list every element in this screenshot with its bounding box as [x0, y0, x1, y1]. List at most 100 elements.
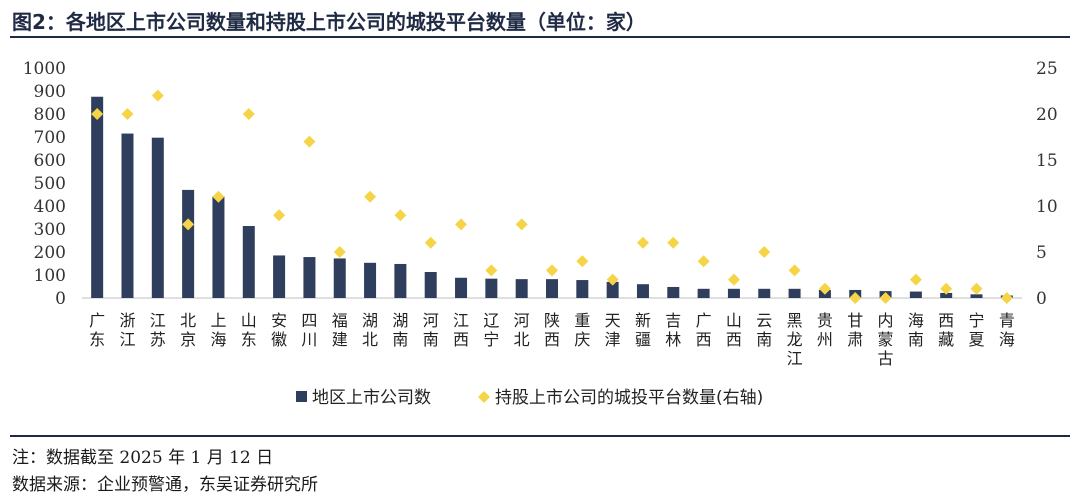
diamond-marker: [667, 236, 680, 249]
diamond-marker: [788, 264, 801, 277]
category-label: 广西: [696, 311, 712, 349]
right-tick-label: 10: [1036, 197, 1058, 217]
category-label: 西藏: [938, 311, 954, 349]
footnote: 注：数据截至 2025 年 1 月 12 日: [12, 448, 274, 468]
category-label: 天津: [605, 311, 621, 349]
left-tick-label: 500: [34, 174, 66, 194]
category-label: 贵州: [817, 311, 833, 349]
left-tick-label: 200: [34, 243, 66, 263]
category-label: 海南: [908, 311, 924, 349]
bar: [667, 286, 680, 298]
category-label: 上海: [210, 311, 226, 349]
diamond-marker: [273, 209, 286, 222]
diamond-marker: [333, 246, 346, 258]
legend: 地区上市公司数 持股上市公司的城投平台数量(右轴): [296, 388, 763, 408]
bar: [303, 257, 316, 298]
bar: [909, 291, 922, 298]
diamond-marker: [636, 236, 649, 249]
category-label: 宁夏: [969, 311, 985, 349]
diamond-marker: [849, 292, 862, 304]
category-label: 黑龙江: [787, 311, 803, 368]
bar: [333, 258, 346, 298]
left-tick-label: 800: [34, 105, 66, 125]
bar: [576, 280, 589, 298]
legend-marker-swatch: [478, 391, 490, 403]
bar: [364, 262, 377, 298]
diamond-marker: [576, 255, 589, 268]
category-label: 山东: [241, 311, 257, 349]
left-tick-label: 900: [34, 82, 66, 102]
category-label: 甘肃: [847, 311, 863, 349]
bar: [636, 284, 649, 298]
bar: [212, 196, 225, 298]
category-label: 河南: [423, 311, 439, 349]
diamond-marker: [515, 218, 528, 231]
category-label: 陕西: [544, 311, 560, 349]
category-labels: 广东浙江江苏北京上海山东安徽四川福建湖北湖南河南江西辽宁河北陕西重庆天津新疆吉林…: [89, 311, 1015, 368]
diamond-marker: [242, 108, 255, 120]
category-label: 江苏: [150, 311, 166, 349]
diamond-marker: [727, 273, 740, 286]
diamond-marker: [182, 218, 195, 231]
bar: [788, 288, 801, 298]
category-label: 河北: [514, 311, 530, 349]
diamond-marker: [91, 108, 104, 120]
diamond-marker: [394, 209, 407, 222]
diamond-marker: [940, 282, 953, 295]
category-label: 辽宁: [483, 311, 499, 349]
left-tick-label: 300: [34, 220, 66, 240]
diamond-marker: [697, 255, 710, 268]
marker-series: [91, 89, 1013, 304]
legend-bar-label: 地区上市公司数: [312, 388, 431, 408]
diamond-marker: [455, 218, 468, 231]
bar: [273, 255, 286, 298]
diamond-marker: [909, 273, 922, 286]
category-label: 浙江: [119, 311, 135, 349]
category-label: 云南: [756, 311, 772, 349]
bar: [242, 226, 255, 298]
bar: [91, 96, 104, 298]
category-label: 吉林: [665, 311, 681, 349]
left-tick-label: 700: [34, 128, 66, 148]
category-label: 新疆: [635, 311, 651, 349]
bar: [394, 263, 407, 298]
right-tick-label: 25: [1036, 59, 1058, 79]
left-axis: 0 100 200 300 400 500 600 700 800 900 1000: [23, 59, 66, 309]
bar: [546, 279, 558, 298]
bar: [606, 281, 619, 298]
left-tick-label: 0: [55, 289, 66, 309]
category-label: 重庆: [574, 311, 590, 349]
category-label: 湖南: [392, 311, 408, 349]
category-label: 安徽: [271, 311, 287, 349]
bar: [151, 137, 164, 298]
bar: [515, 279, 528, 298]
diamond-marker: [1000, 292, 1013, 304]
category-label: 青海: [999, 311, 1015, 349]
diamond-marker: [364, 190, 377, 203]
category-label: 四川: [301, 311, 317, 349]
diamond-marker: [546, 264, 558, 277]
category-label: 湖北: [362, 311, 378, 349]
category-label: 山西: [726, 311, 742, 349]
bar: [455, 277, 468, 298]
combo-chart: 0 100 200 300 400 500 600 700 800 900 1000 0 5 10 15 2…: [23, 59, 1058, 408]
right-tick-label: 5: [1036, 243, 1047, 263]
bar: [727, 288, 740, 298]
diamond-marker: [151, 89, 164, 102]
category-label: 内蒙古: [878, 311, 894, 368]
left-tick-label: 400: [34, 197, 66, 217]
diamond-marker: [970, 282, 983, 295]
diamond-marker: [879, 292, 892, 304]
category-label: 福建: [332, 311, 348, 349]
diamond-marker: [606, 273, 619, 286]
category-label: 北京: [180, 311, 196, 349]
chart-title: 图2：各地区上市公司数量和持股上市公司的城投平台数量（单位：家）: [12, 10, 646, 34]
diamond-marker: [485, 264, 498, 277]
right-tick-label: 15: [1036, 151, 1058, 171]
right-tick-label: 0: [1036, 289, 1047, 309]
category-label: 广东: [89, 311, 105, 349]
bar: [970, 294, 983, 298]
bar: [697, 288, 710, 298]
diamond-marker: [424, 236, 437, 249]
right-axis: 0 5 10 15 20 25: [1036, 59, 1058, 309]
